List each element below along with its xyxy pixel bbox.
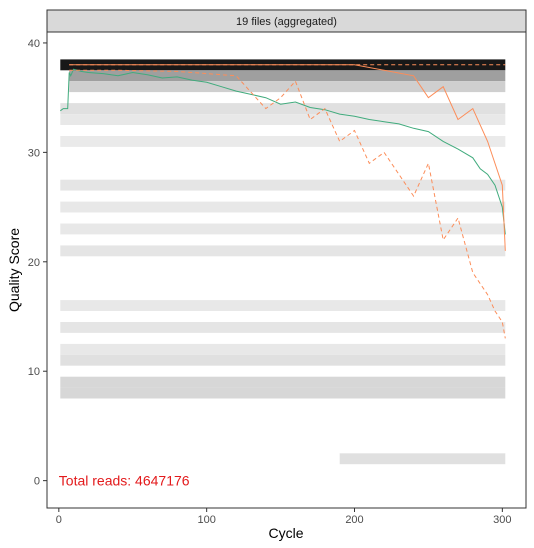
x-tick-label: 0 bbox=[56, 514, 62, 526]
y-tick-label: 0 bbox=[34, 476, 40, 488]
heatmap-band bbox=[60, 103, 506, 114]
x-tick-label: 100 bbox=[197, 514, 215, 526]
y-tick-label: 10 bbox=[28, 366, 40, 378]
x-tick-label: 200 bbox=[345, 514, 363, 526]
heatmap-band bbox=[60, 245, 506, 257]
heatmap-band bbox=[339, 453, 506, 465]
heatmap-band bbox=[60, 376, 506, 388]
total-reads-annotation: Total reads: 4647176 bbox=[59, 473, 190, 489]
heatmap-band bbox=[69, 70, 506, 82]
heatmap-band bbox=[60, 354, 506, 366]
x-axis-title: Cycle bbox=[268, 525, 303, 541]
heatmap-band bbox=[60, 343, 506, 355]
quartile_25-line bbox=[69, 69, 506, 339]
x-tick-label: 300 bbox=[493, 514, 511, 526]
y-axis-title: Quality Score bbox=[6, 228, 22, 312]
heatmap-band bbox=[60, 387, 506, 399]
heatmap-band bbox=[60, 322, 506, 333]
line-layer bbox=[60, 64, 506, 339]
heatmap-band bbox=[69, 81, 506, 93]
heatmap-band bbox=[60, 136, 506, 147]
y-tick-label: 40 bbox=[28, 38, 40, 50]
y-tick-label: 20 bbox=[28, 257, 40, 269]
mean-line bbox=[60, 68, 506, 235]
facet-strip bbox=[46, 9, 527, 33]
heatmap-band bbox=[60, 179, 506, 191]
facet-title: 19 files (aggregated) bbox=[236, 16, 337, 28]
axis-ticks: 0 100 200 300 0 10 20 30 40 bbox=[28, 38, 512, 526]
heatmap-band bbox=[60, 300, 506, 311]
y-tick-label: 30 bbox=[28, 147, 40, 159]
heatmap-band bbox=[60, 223, 506, 235]
heatmap-band bbox=[60, 201, 506, 213]
heatmap-band bbox=[60, 114, 506, 125]
